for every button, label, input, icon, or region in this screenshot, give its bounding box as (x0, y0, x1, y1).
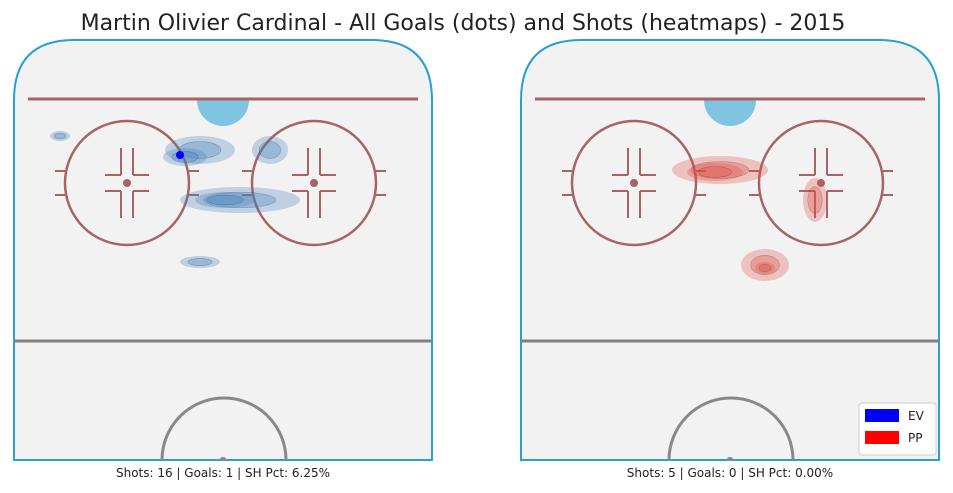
faceoff-dot (123, 179, 131, 187)
faceoff-circle (63, 119, 191, 247)
rink-board (520, 39, 940, 461)
faceoff-dot (310, 179, 318, 187)
heat (53, 132, 67, 140)
heat (195, 192, 255, 208)
caption: Shots: 5 | Goals: 0 | SH Pct: 0.00% (627, 466, 833, 480)
heat (180, 187, 300, 213)
heat (50, 131, 70, 141)
faceoff-circle (757, 119, 885, 247)
heat (163, 148, 207, 166)
heat (690, 161, 750, 179)
heat (187, 258, 213, 266)
rink (13, 39, 433, 461)
heat (203, 191, 277, 209)
caption: Shots: 16 | Goals: 1 | SH Pct: 6.25% (116, 466, 330, 480)
heat (807, 186, 823, 214)
heat (206, 194, 244, 206)
faceoff-dot (817, 179, 825, 187)
goal-dot (176, 151, 184, 159)
heat (252, 136, 288, 164)
heat (755, 262, 775, 274)
title: Martin Olivier Cardinal - All Goals (dot… (81, 11, 846, 36)
legend: EV PP (858, 402, 937, 456)
heat (741, 249, 789, 281)
faceoff-dot (630, 179, 638, 187)
heat (758, 264, 772, 272)
heat (258, 141, 282, 159)
rinks (13, 39, 940, 461)
faceoff-circle (570, 119, 698, 247)
heat (672, 156, 768, 184)
crease (704, 100, 756, 126)
legend-label: EV (908, 409, 925, 423)
heat (171, 151, 199, 163)
faceoff-circle (250, 119, 378, 247)
heat (750, 255, 780, 275)
heat (803, 178, 827, 222)
heat (180, 256, 220, 268)
center-dot (220, 457, 226, 461)
legend-swatch (865, 409, 899, 422)
heat (697, 166, 733, 178)
center-circle (160, 396, 288, 461)
center-dot (727, 457, 733, 461)
legend-swatch (865, 431, 899, 444)
heat (178, 141, 222, 159)
center-circle (667, 396, 795, 461)
legend-label: PP (908, 431, 922, 445)
crease (197, 100, 249, 126)
rink (520, 39, 940, 461)
heat (687, 163, 743, 181)
rink-board (13, 39, 433, 461)
